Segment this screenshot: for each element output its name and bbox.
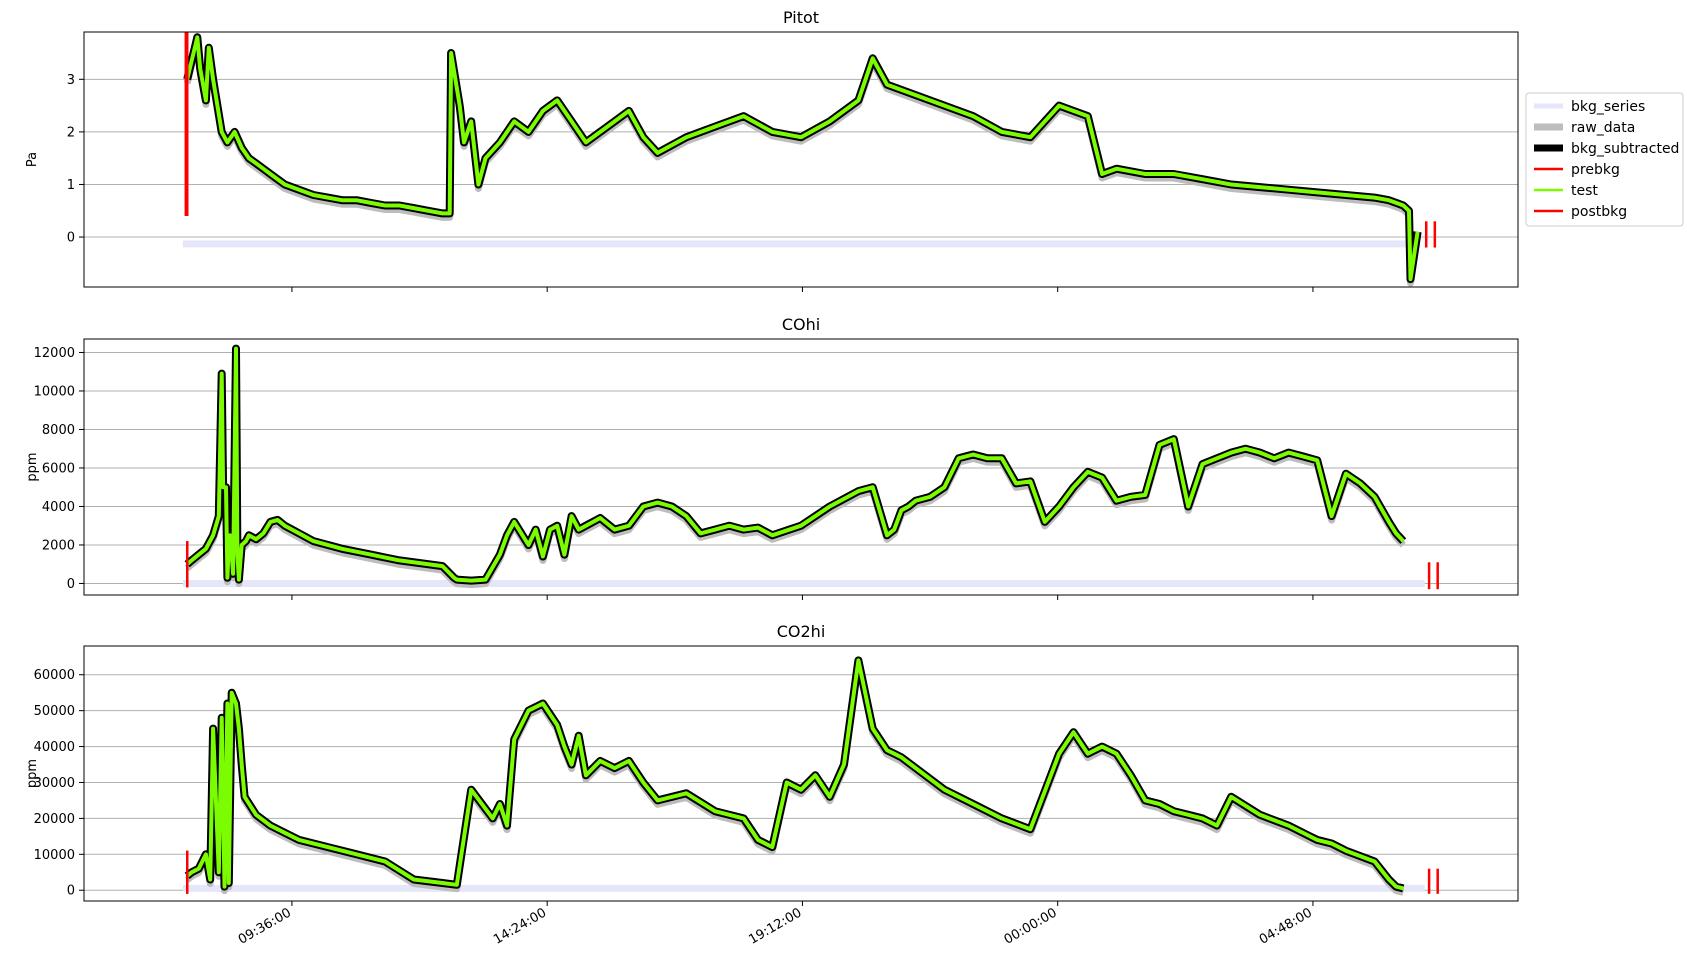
x-tick-label: 09:36:00 — [236, 905, 294, 947]
legend-label: prebkg — [1571, 162, 1620, 178]
x-tick-label: 19:12:00 — [746, 905, 804, 947]
raw-data-line — [184, 349, 1406, 589]
panel-title: COhi — [782, 315, 820, 334]
y-tick-label: 40000 — [34, 740, 75, 755]
y-tick-label: 0 — [67, 577, 75, 592]
y-tick-label: 8000 — [42, 423, 75, 438]
y-axis-label: ppm — [25, 759, 40, 788]
legend-box — [1525, 92, 1684, 227]
test-line — [185, 658, 1404, 891]
series-group — [182, 656, 1439, 896]
series-group — [182, 344, 1439, 590]
y-tick-label: 12000 — [34, 346, 75, 361]
axes-frame — [83, 31, 1519, 288]
y-tick-label: 20000 — [34, 812, 75, 827]
y-tick-label: 6000 — [42, 461, 75, 476]
legend-label: bkg_subtracted — [1571, 141, 1679, 157]
x-tick-label: 04:48:00 — [1257, 905, 1315, 947]
panel-title: Pitot — [783, 8, 819, 27]
test-line — [185, 346, 1405, 583]
chart-panel: 0 1 2 3 Pitot Pa — [25, 8, 1519, 292]
y-tick-label: 50000 — [34, 704, 75, 719]
axes-frame — [83, 338, 1519, 596]
panel-title: CO2hi — [777, 622, 826, 641]
x-tick-label: 14:24:00 — [491, 905, 549, 947]
chart-panel: 0 2000 4000 6000 8000 10000 12000 COhi ppm — [25, 315, 1519, 600]
legend-label: bkg_series — [1571, 99, 1645, 115]
y-tick-label: 2 — [67, 125, 75, 140]
chart-panel: 0 10000 20000 30000 40000 50000 60000 09:36:00 1… — [25, 622, 1519, 948]
y-axis-label: Pa — [25, 152, 40, 167]
legend-label: raw_data — [1571, 120, 1635, 136]
y-tick-label: 10000 — [34, 848, 75, 863]
axes-frame — [83, 645, 1519, 902]
y-tick-label: 60000 — [34, 668, 75, 683]
y-axis-label: ppm — [25, 452, 40, 481]
x-tick-label: 00:00:00 — [1002, 905, 1060, 947]
y-tick-label: 4000 — [42, 500, 75, 515]
y-tick-label: 0 — [67, 884, 75, 899]
y-tick-label: 10000 — [34, 384, 75, 399]
y-tick-label: 2000 — [42, 538, 75, 553]
test-line — [185, 35, 1420, 282]
y-tick-label: 1 — [67, 178, 75, 193]
y-tick-label: 30000 — [34, 776, 75, 791]
legend-label: test — [1571, 183, 1598, 199]
series-group — [182, 32, 1437, 287]
y-tick-label: 3 — [67, 73, 75, 88]
y-tick-label: 0 — [67, 231, 75, 246]
legend-label: postbkg — [1571, 204, 1627, 220]
bkg-subtracted-line — [184, 344, 1407, 585]
